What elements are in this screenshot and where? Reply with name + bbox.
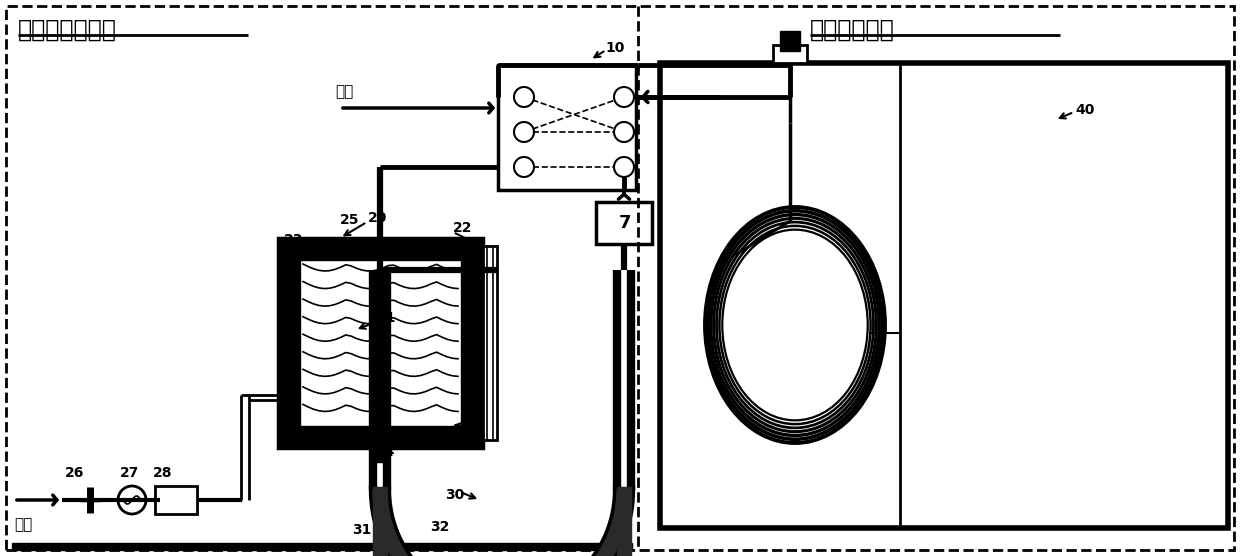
- Bar: [12, 543, 632, 550]
- Text: 30: 30: [445, 488, 464, 502]
- Text: 32: 32: [430, 520, 449, 534]
- Text: 载气: 载气: [335, 85, 353, 100]
- Circle shape: [614, 122, 634, 142]
- Text: ③: ③: [518, 162, 528, 172]
- Circle shape: [515, 122, 534, 142]
- Text: 31: 31: [352, 523, 371, 537]
- Text: 样品前处理系统: 样品前处理系统: [19, 18, 117, 42]
- Text: 7: 7: [619, 214, 631, 232]
- Bar: [780, 31, 800, 51]
- Bar: [300, 260, 461, 426]
- Bar: [660, 63, 1228, 528]
- Bar: [461, 238, 484, 448]
- Text: 40: 40: [1075, 103, 1095, 117]
- Circle shape: [614, 157, 634, 177]
- Text: 28: 28: [153, 466, 172, 480]
- Circle shape: [515, 157, 534, 177]
- Text: ⑤: ⑤: [618, 127, 627, 137]
- Circle shape: [515, 87, 534, 107]
- Text: 20: 20: [368, 211, 387, 225]
- Text: 25: 25: [340, 213, 360, 227]
- Text: 21: 21: [377, 311, 397, 325]
- Bar: [278, 238, 300, 448]
- Text: ①: ①: [518, 92, 528, 102]
- Bar: [155, 486, 197, 514]
- Bar: [372, 448, 388, 462]
- Text: 22: 22: [453, 423, 472, 437]
- Polygon shape: [373, 487, 387, 556]
- Text: 27: 27: [120, 466, 139, 480]
- Text: 载气: 载气: [14, 518, 32, 533]
- Polygon shape: [618, 487, 631, 556]
- Text: 23: 23: [284, 233, 304, 247]
- Text: 22: 22: [453, 221, 472, 235]
- Circle shape: [614, 87, 634, 107]
- Text: 10: 10: [605, 41, 625, 55]
- Bar: [278, 238, 484, 260]
- Text: 26: 26: [64, 466, 84, 480]
- Text: 样品分析系统: 样品分析系统: [810, 18, 895, 42]
- Circle shape: [118, 486, 146, 514]
- Bar: [596, 202, 652, 244]
- Text: ②: ②: [518, 127, 528, 137]
- Text: 24: 24: [376, 445, 396, 459]
- Bar: [278, 238, 484, 448]
- Bar: [278, 426, 484, 448]
- Text: ④: ④: [618, 162, 627, 172]
- Bar: [484, 246, 497, 440]
- Bar: [498, 65, 636, 190]
- Bar: [773, 45, 807, 63]
- Polygon shape: [373, 490, 631, 556]
- Text: ⑥: ⑥: [618, 92, 627, 102]
